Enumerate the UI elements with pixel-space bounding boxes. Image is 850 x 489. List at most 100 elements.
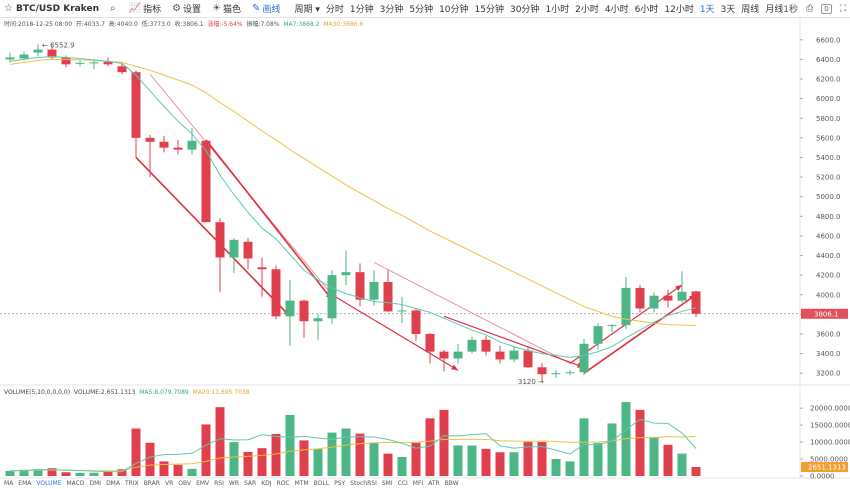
period-11[interactable]: 12小时 [664, 5, 694, 15]
period-5[interactable]: 15分钟 [474, 5, 504, 15]
period-13[interactable]: 3天 [720, 5, 736, 15]
indicator-stochrsi[interactable]: StochRSI [350, 480, 377, 487]
indicator-mfi[interactable]: MFI [412, 480, 424, 487]
volume-bar-16 [229, 442, 239, 476]
draw-label: 画线 [262, 5, 281, 15]
search-icon: ⌕ [110, 3, 116, 14]
settings-button[interactable]: ⚙ 设置 [172, 2, 201, 15]
period-12[interactable]: 1天 [699, 5, 715, 15]
indicator-volume[interactable]: VOLUME [36, 480, 62, 487]
price-tick-label-17: 6600.0 [816, 36, 841, 44]
candle-body-46 [649, 295, 659, 309]
info-open: 开:4033.7 [75, 21, 105, 28]
volume-bar-35 [495, 452, 505, 476]
period-3[interactable]: 5分钟 [409, 5, 434, 15]
period-4[interactable]: 10分钟 [439, 5, 469, 15]
price-tick-label-12: 5600.0 [816, 134, 841, 142]
candle-body-42 [593, 326, 603, 344]
period-9[interactable]: 4小时 [604, 5, 629, 15]
period-dropdown[interactable]: 周期 ▾ [294, 5, 320, 15]
candle-body-1 [19, 54, 29, 59]
candle-body-35 [495, 351, 505, 360]
candle-body-49 [691, 291, 701, 314]
period-8[interactable]: 2小时 [575, 5, 599, 15]
indicator-mtm[interactable]: MTM [294, 480, 309, 487]
candle-body-25 [355, 272, 365, 300]
toolbar-right: 1秒 ⎙ 0 ⛶ [775, 2, 846, 15]
star-icon[interactable]: ☆ [4, 3, 13, 14]
candle-body-15 [215, 222, 225, 258]
candle-body-26 [369, 282, 379, 300]
badge-count: 0 [821, 3, 832, 14]
price-tick-label-5: 4200.0 [816, 272, 841, 280]
volume-bar-40 [565, 461, 575, 476]
draw-button[interactable]: ✎ 画线 [252, 2, 280, 15]
candle-body-21 [299, 300, 309, 322]
volume-info: VOLUME(5,10,0,0,0,0) VOLUME:2,651.1313 M… [4, 389, 250, 396]
volume-tick-label-1: 5000.0000 [810, 456, 848, 464]
candle-body-18 [257, 267, 267, 270]
period-10[interactable]: 6小时 [634, 5, 659, 15]
indicator-kdj[interactable]: KDJ [261, 480, 272, 487]
indicator-emv[interactable]: EMV [196, 480, 210, 487]
symbol-label: BTC/USD Kraken [15, 3, 99, 14]
period-2[interactable]: 3分钟 [379, 5, 404, 15]
indicator-macd[interactable]: MACD [66, 480, 85, 487]
volume-bar-47 [663, 444, 673, 476]
indicator-ma[interactable]: MA [4, 480, 14, 487]
trend-arrow-2 [205, 139, 333, 301]
volume-bar-27 [383, 453, 393, 476]
period-14[interactable]: 周线 [741, 5, 760, 15]
volume-tick-label-0: 0.0000 [810, 473, 835, 481]
indicator-boll[interactable]: BOLL [313, 480, 330, 487]
indicator-obv[interactable]: OBV [178, 480, 192, 487]
indicator-wr[interactable]: WR [228, 480, 239, 487]
indicator-brar[interactable]: BRAR [143, 480, 161, 487]
volume-bar-46 [649, 437, 659, 476]
indicator-smi[interactable]: SMI [381, 480, 393, 487]
volume-bar-22 [313, 448, 323, 476]
current-volume-tag-label: 2651.1313 [808, 464, 846, 472]
symbol-selector[interactable]: ☆ BTC/USD Kraken [4, 3, 99, 14]
indicator-dmi[interactable]: DMI [89, 480, 102, 487]
indicator-cci[interactable]: CCI [397, 480, 408, 487]
candle-body-30 [425, 333, 435, 352]
price-tick-label-7: 4600.0 [816, 232, 841, 240]
fullscreen-icon[interactable]: ⛶ [839, 3, 846, 14]
period-7[interactable]: 1小时 [545, 5, 570, 15]
period-0[interactable]: 分时 [325, 5, 344, 15]
volume-ma5-line [9, 418, 697, 473]
indicator-roc[interactable]: ROC [276, 480, 290, 487]
candle-body-39 [551, 373, 561, 375]
screenshot-icon[interactable]: ⎙ [806, 3, 814, 14]
indicator-psy[interactable]: PSY [334, 480, 346, 487]
indicator-sar[interactable]: SAR [244, 480, 257, 487]
indicator-trix[interactable]: TRIX [124, 480, 139, 487]
indicator-ema[interactable]: EMA [18, 480, 32, 487]
indicator-dma[interactable]: DMA [106, 480, 120, 487]
settings-label: 设置 [183, 5, 202, 15]
period-6[interactable]: 30分钟 [509, 5, 540, 15]
volume-bar-20 [285, 414, 295, 476]
indicator-vr[interactable]: VR [165, 480, 174, 487]
candle-body-29 [411, 310, 421, 334]
ohlc-info: 时间:2018-12-25 08:00 开:4033.7 高:4040.0 低:… [4, 19, 363, 28]
candle-body-34 [481, 339, 491, 352]
indicator-atr[interactable]: ATR [428, 480, 440, 487]
volume-tick-label-3: 15000.0000 [810, 422, 850, 430]
trend-arrow-3 [331, 294, 459, 371]
period-15[interactable]: 月线 [765, 5, 784, 15]
theme-button[interactable]: ☀ 猫色 [212, 2, 241, 15]
period-list: 分时 1分钟 3分钟 5分钟 10分钟 15分钟 30分钟 1小时 2小时 4小时 6小时 12小时 1… [320, 2, 783, 15]
volume-bar-9 [131, 428, 141, 476]
indicator-rsi[interactable]: RSI [214, 480, 224, 487]
price-tick-label-4: 4000.0 [816, 291, 841, 299]
period-1[interactable]: 1分钟 [349, 5, 374, 15]
candle-body-17 [243, 241, 253, 259]
indicators-button[interactable]: 📈 指标 [129, 2, 161, 15]
volume-bar-1 [19, 469, 29, 476]
search-button[interactable]: ⌕ [110, 3, 118, 14]
volume-bar-26 [369, 442, 379, 476]
indicator-bbw[interactable]: BBW [444, 480, 459, 487]
